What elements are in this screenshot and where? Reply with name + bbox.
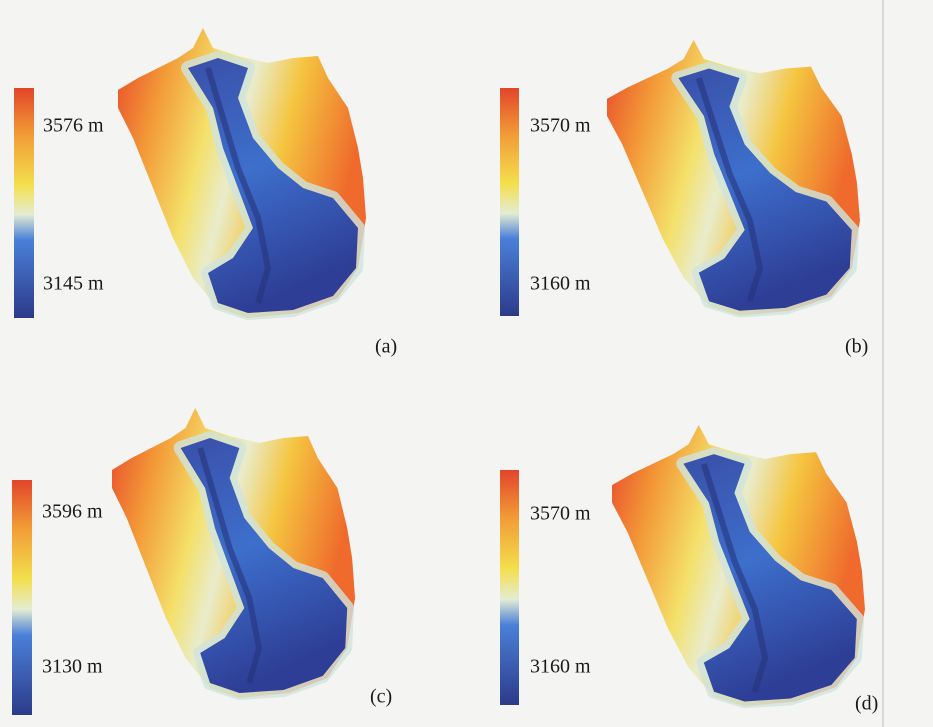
colorbar-max-label: 3570 m [530, 503, 591, 525]
panel-c: 3596 m 3130 m (c) [12, 408, 392, 715]
panel-caption: (c) [370, 686, 392, 708]
terrain-render [612, 425, 865, 706]
colorbar [14, 88, 34, 318]
colorbar [12, 480, 32, 715]
colorbar [500, 88, 519, 316]
colorbar-min-label: 3130 m [42, 656, 103, 678]
figure: 3576 m 3145 m (a) 3570 m 3160 m (b) 3596… [0, 0, 933, 727]
colorbar [500, 470, 519, 705]
terrain-render [118, 28, 366, 318]
panel-a: 3576 m 3145 m (a) [14, 28, 397, 358]
panel-d: 3570 m 3160 m (d) [500, 425, 878, 715]
colorbar-min-label: 3160 m [530, 656, 591, 678]
colorbar-max-label: 3576 m [43, 115, 104, 137]
colorbar-min-label: 3160 m [530, 273, 591, 295]
panel-caption: (b) [845, 336, 868, 358]
colorbar-min-label: 3145 m [43, 273, 104, 295]
colorbar-max-label: 3570 m [530, 115, 591, 137]
panel-b: 3570 m 3160 m (b) [500, 40, 868, 358]
terrain-render [607, 40, 860, 316]
panel-caption: (a) [375, 336, 397, 358]
terrain-render [112, 408, 355, 698]
panel-caption: (d) [855, 693, 878, 715]
colorbar-max-label: 3596 m [42, 501, 103, 523]
